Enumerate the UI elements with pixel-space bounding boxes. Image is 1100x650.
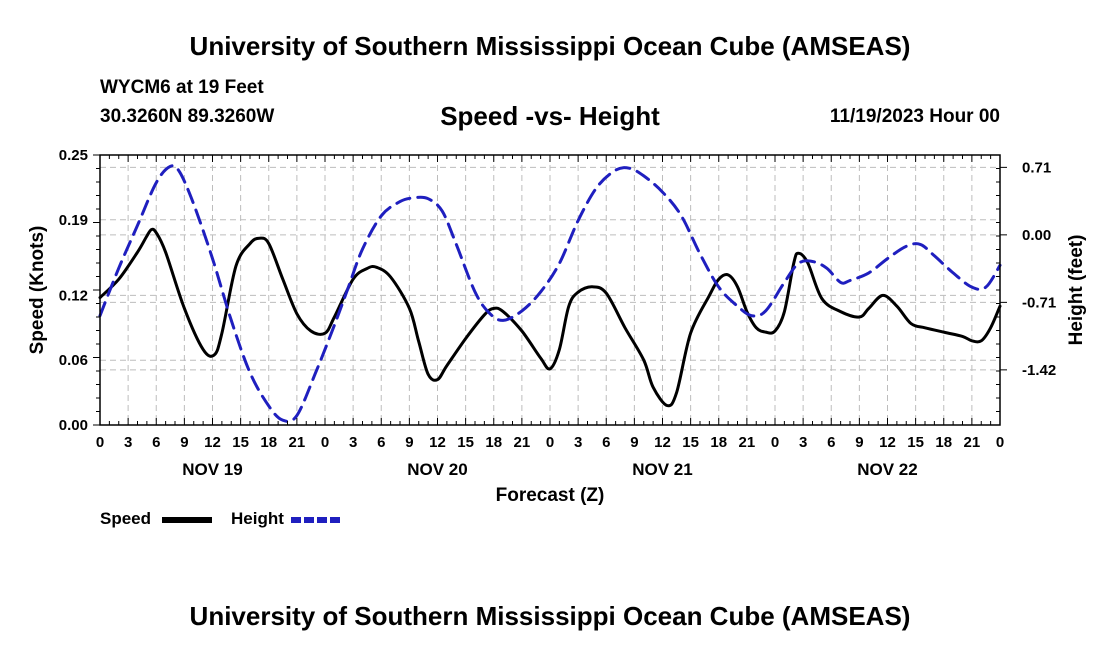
x-tick-label: 3 (574, 434, 582, 451)
y-right-tick-label: 0.71 (1022, 159, 1051, 176)
grid (100, 155, 1000, 425)
series-line-speed (98, 227, 1002, 408)
y-left-tick-label: 0.12 (59, 287, 88, 304)
x-tick-label: 0 (321, 434, 329, 451)
x-tick-label: 6 (377, 434, 385, 451)
y-left-axis-label: Speed (Knots) (27, 226, 48, 355)
day-label: NOV 20 (407, 460, 467, 479)
day-label: NOV 22 (857, 460, 917, 479)
x-tick-label: 21 (289, 434, 306, 451)
y-right-axis-label: Height (feet) (1066, 235, 1087, 346)
x-tick-label: 18 (260, 434, 277, 451)
legend-label-speed: Speed (100, 509, 152, 528)
x-tick-label: 12 (204, 434, 221, 451)
y-left-tick-label: 0.19 (59, 212, 88, 229)
coordinates-label: 30.3260N 89.3260W (100, 106, 275, 127)
x-tick-label: 3 (799, 434, 807, 451)
forecast-datetime: 11/19/2023 Hour 00 (829, 106, 1000, 127)
x-tick-label: 15 (457, 434, 474, 451)
y-right-tick-label: -1.42 (1022, 362, 1056, 379)
x-tick-label: 18 (485, 434, 502, 451)
series-layer (98, 164, 1002, 423)
x-tick-label: 15 (682, 434, 699, 451)
x-tick-label: 3 (124, 434, 132, 451)
chart-subtitle: Speed -vs- Height (440, 101, 660, 131)
x-tick-label: 6 (152, 434, 160, 451)
x-tick-label: 18 (935, 434, 952, 451)
x-tick-label: 0 (546, 434, 554, 451)
x-tick-label: 12 (654, 434, 671, 451)
legend-label-height: Height (231, 509, 284, 528)
y-left-tick-label: 0.06 (59, 352, 88, 369)
chart-title: University of Southern Mississippi Ocean… (189, 31, 911, 61)
y-right-tick-label: -0.71 (1022, 294, 1056, 311)
axes: 0 3 6 9 12 15 18 21 0 3 6 9 12 15 18 21 0 3 6 9 12 15 18 21 0 3 6 9… (27, 147, 1087, 506)
y-right-tick-label: 0.00 (1022, 227, 1051, 244)
x-tick-label: 15 (232, 434, 249, 451)
x-axis-label: Forecast (Z) (496, 485, 605, 506)
x-tick-label: 21 (739, 434, 756, 451)
x-tick-label: 9 (405, 434, 413, 451)
series-line-height (98, 164, 1002, 423)
x-tick-label: 21 (964, 434, 981, 451)
station-label: WYCM6 at 19 Feet (100, 77, 264, 98)
x-tick-label: 9 (180, 434, 188, 451)
footer-title: University of Southern Mississippi Ocean… (189, 601, 911, 631)
x-tick-label: 12 (879, 434, 896, 451)
day-label: NOV 19 (182, 460, 242, 479)
x-tick-label: 0 (771, 434, 779, 451)
x-tick-label: 18 (710, 434, 727, 451)
y-left-tick-label: 0.25 (59, 147, 88, 164)
day-label: NOV 21 (632, 460, 692, 479)
x-tick-label: 15 (907, 434, 924, 451)
x-tick-label: 9 (855, 434, 863, 451)
x-tick-label: 12 (429, 434, 446, 451)
x-tick-label: 9 (630, 434, 638, 451)
x-tick-label: 6 (602, 434, 610, 451)
x-tick-label: 0 (96, 434, 104, 451)
y-left-tick-label: 0.00 (59, 417, 88, 434)
x-tick-label: 0 (996, 434, 1004, 451)
x-tick-label: 21 (514, 434, 531, 451)
x-tick-label: 6 (827, 434, 835, 451)
x-tick-label: 3 (349, 434, 357, 451)
